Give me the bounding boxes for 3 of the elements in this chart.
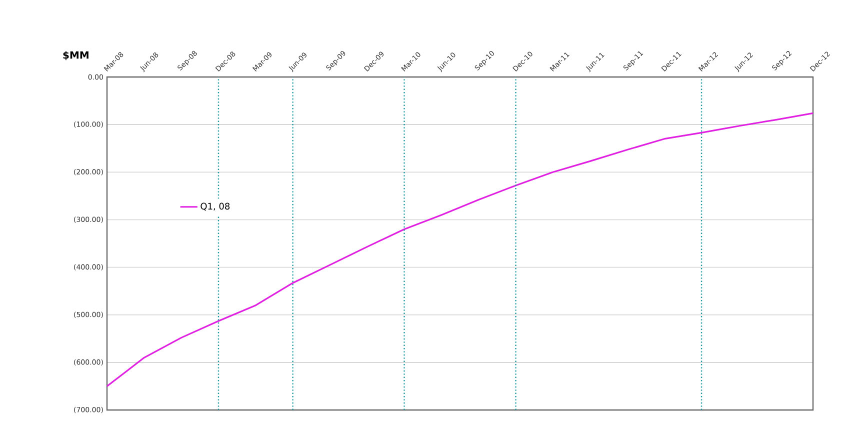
y-axis-title: $MM — [63, 51, 88, 60]
line-series — [106, 112, 814, 388]
legend-label: Q1, 08 — [200, 202, 230, 211]
